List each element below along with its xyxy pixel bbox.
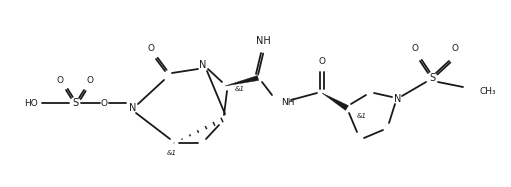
Text: N: N: [129, 103, 136, 113]
Text: S: S: [72, 98, 78, 108]
Text: &1: &1: [357, 113, 367, 119]
Text: NH: NH: [281, 97, 294, 107]
Text: O: O: [318, 56, 326, 65]
Text: NH: NH: [256, 36, 270, 46]
Polygon shape: [322, 93, 349, 110]
Text: O: O: [57, 76, 63, 85]
Text: HO: HO: [24, 99, 38, 108]
Text: O: O: [86, 76, 94, 85]
Text: O: O: [101, 99, 107, 108]
Text: CH₃: CH₃: [480, 87, 497, 96]
Text: N: N: [394, 94, 402, 104]
Polygon shape: [225, 76, 259, 86]
Text: S: S: [429, 73, 435, 83]
Text: &1: &1: [167, 150, 177, 156]
Text: O: O: [148, 44, 154, 53]
Text: &1: &1: [235, 86, 245, 92]
Text: O: O: [411, 44, 419, 53]
Text: N: N: [199, 60, 206, 70]
Text: O: O: [452, 44, 458, 53]
